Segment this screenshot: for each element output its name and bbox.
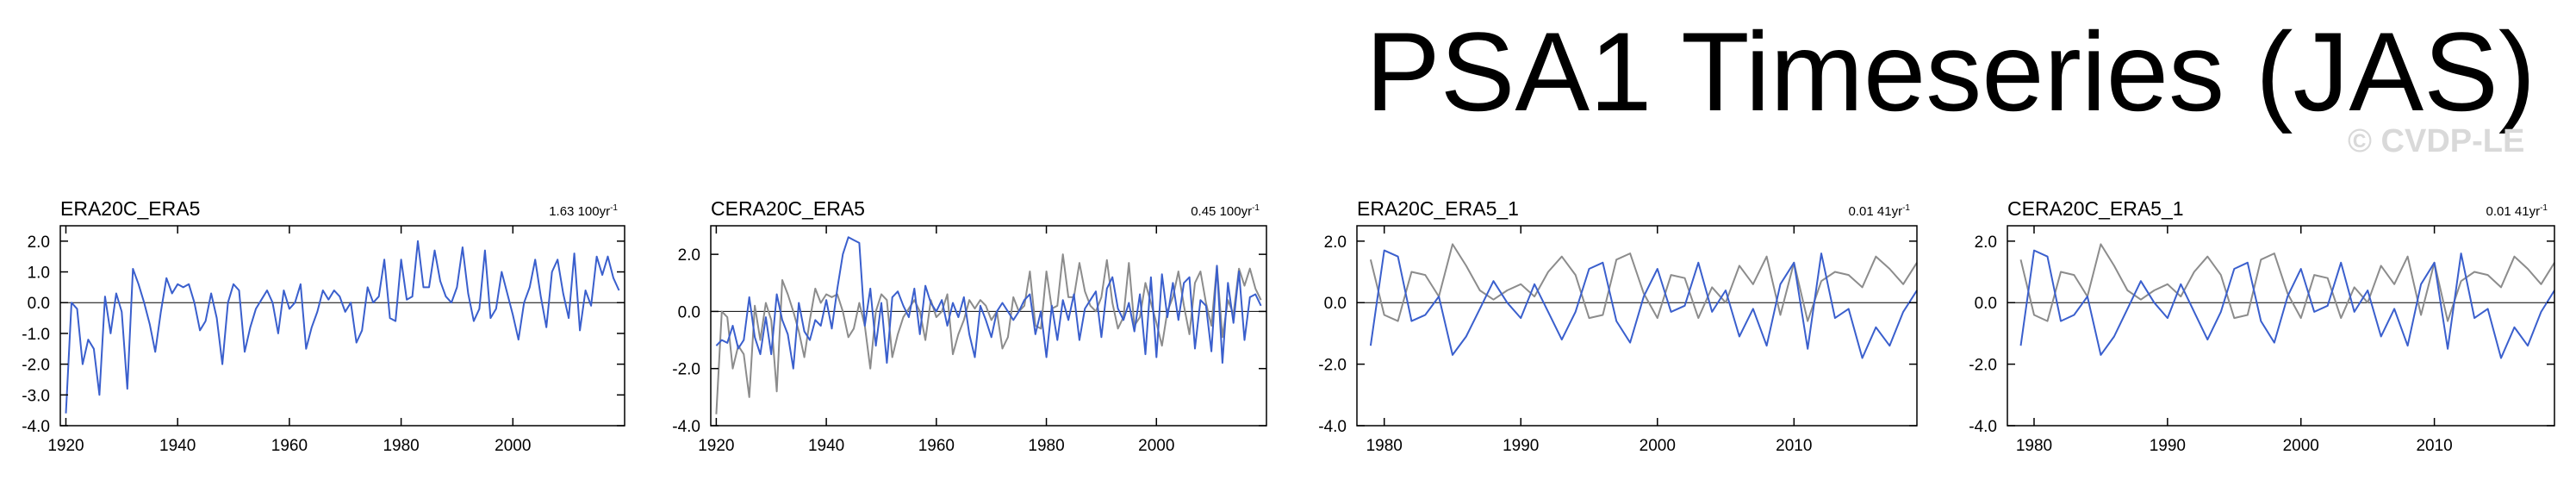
x-tick-label: 2010 <box>2416 437 2452 455</box>
y-tick-label: -4.0 <box>22 418 50 436</box>
panel-title: CERA20C_ERA5 <box>711 197 865 220</box>
trend-label: 0.01 41yr-1 <box>2486 203 2548 219</box>
y-tick-label: -2.0 <box>22 357 50 375</box>
chart-panel-3: ERA20C_ERA5_1 0.01 41yr-1 -4.0 -2.0 0.0 2.0 19… <box>1318 197 1918 455</box>
y-tick-label: -4.0 <box>1969 418 1997 436</box>
y-tick-label: 0.0 <box>28 295 50 313</box>
chart-panel-2: CERA20C_ERA5 0.45 100yr-1 -4.0 -2.0 0.0 2.0 19… <box>672 197 1267 455</box>
x-tick-label: 1990 <box>2150 437 2186 455</box>
chart-panel-1: ERA20C_ERA5 1.63 100yr-1 -4.0 -3.0 -2.0 -1.0 0… <box>22 197 625 455</box>
x-tick-label: 1980 <box>1366 437 1403 455</box>
trend-label: 1.63 100yr-1 <box>549 203 618 219</box>
panel-title: ERA20C_ERA5 <box>60 197 200 220</box>
x-tick-label: 1980 <box>383 437 419 455</box>
series-line-era20c-era5-1 <box>1369 249 1918 359</box>
series-line-reference <box>2019 243 2555 322</box>
x-tick-label: 1920 <box>698 437 734 455</box>
trend-label: 0.01 41yr-1 <box>1849 203 1911 219</box>
chart-panel-4: CERA20C_ERA5_1 0.01 41yr-1 -4.0 -2.0 0.0 2.0 1… <box>1969 197 2555 455</box>
y-tick-label: -4.0 <box>1318 418 1347 436</box>
y-tick-label: 0.0 <box>1324 295 1347 313</box>
x-tick-label: 1960 <box>271 437 308 455</box>
x-tick-label: 1980 <box>2016 437 2052 455</box>
x-tick-label: 2010 <box>1776 437 1812 455</box>
page-title: PSA1 Timeseries (JAS) <box>1366 9 2536 134</box>
series-line-era20c-era5 <box>65 240 620 414</box>
series-line-reference <box>1369 243 1918 322</box>
x-tick-label: 1940 <box>159 437 196 455</box>
y-tick-label: -3.0 <box>22 387 50 405</box>
x-tick-label: 2000 <box>495 437 531 455</box>
series-line-cera20c-era5 <box>715 236 1262 370</box>
x-tick-label: 1990 <box>1503 437 1539 455</box>
x-tick-label: 1920 <box>47 437 84 455</box>
y-tick-label: 2.0 <box>28 234 50 252</box>
x-tick-label: 1960 <box>918 437 955 455</box>
y-tick-label: 2.0 <box>1975 234 1997 252</box>
trend-label: 0.45 100yr-1 <box>1191 203 1260 219</box>
plot-frame <box>2007 225 2555 427</box>
panel-title: ERA20C_ERA5_1 <box>1357 197 1519 220</box>
y-tick-label: -2.0 <box>1318 357 1347 375</box>
x-tick-label: 1940 <box>808 437 844 455</box>
y-tick-label: -2.0 <box>1969 357 1997 375</box>
series-line-cera20c-era5-1 <box>2019 249 2555 359</box>
plot-frame <box>710 225 1267 427</box>
x-tick-label: 2000 <box>1138 437 1174 455</box>
watermark: © CVDP-LE <box>2348 123 2525 159</box>
y-tick-label: -1.0 <box>22 326 50 344</box>
x-tick-label: 2000 <box>1640 437 1676 455</box>
x-tick-label: 1980 <box>1028 437 1064 455</box>
y-tick-label: 2.0 <box>1324 234 1347 252</box>
y-tick-label: -2.0 <box>672 361 700 379</box>
y-tick-label: 1.0 <box>28 265 50 283</box>
plot-frame <box>59 225 625 427</box>
plot-frame <box>1356 225 1918 427</box>
y-tick-label: 0.0 <box>1975 295 1997 313</box>
y-tick-label: 0.0 <box>678 303 700 321</box>
series-line-era20c-reference <box>715 253 1262 414</box>
x-tick-label: 2000 <box>2283 437 2319 455</box>
panel-title: CERA20C_ERA5_1 <box>2007 197 2184 220</box>
y-tick-label: -4.0 <box>672 418 700 436</box>
y-tick-label: 2.0 <box>678 246 700 265</box>
